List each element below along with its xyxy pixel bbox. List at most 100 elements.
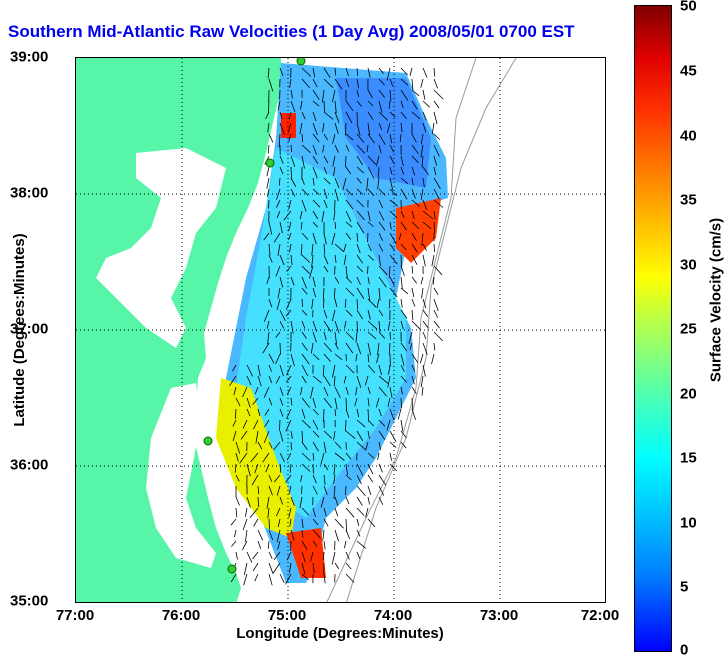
velocity-arrow <box>300 221 303 230</box>
velocity-arrow <box>276 199 281 208</box>
velocity-arrow <box>323 254 329 265</box>
velocity-arrow <box>356 551 361 559</box>
velocity-arrow <box>400 309 408 319</box>
velocity-arrow <box>301 331 307 339</box>
velocity-arrow <box>268 474 273 482</box>
velocity-arrow <box>378 122 383 131</box>
velocity-arrow <box>240 430 248 440</box>
velocity-arrow <box>278 133 281 147</box>
velocity-arrow <box>312 529 321 539</box>
velocity-arrow <box>367 397 370 407</box>
velocity-arrow <box>277 540 281 550</box>
velocity-arrow <box>288 221 292 232</box>
velocity-arrow <box>411 133 417 143</box>
velocity-arrow <box>356 221 365 234</box>
velocity-arrow <box>268 133 274 143</box>
velocity-arrow <box>420 144 424 158</box>
velocity-arrow <box>345 155 347 168</box>
velocity-arrow <box>262 342 270 354</box>
velocity-arrow <box>290 320 294 334</box>
velocity-arrow <box>389 210 398 219</box>
velocity-field-hot <box>396 198 441 263</box>
velocity-arrow <box>289 243 292 253</box>
velocity-arrow <box>312 232 317 245</box>
velocity-arrow <box>356 243 361 254</box>
velocity-arrow <box>389 243 395 251</box>
velocity-arrow <box>345 309 353 317</box>
velocity-arrow <box>345 188 353 196</box>
velocity-arrow <box>344 320 347 329</box>
velocity-arrow <box>367 166 375 179</box>
velocity-arrow <box>285 298 292 310</box>
velocity-arrow <box>422 89 426 100</box>
velocity-arrow <box>367 265 369 274</box>
velocity-arrow <box>411 221 420 230</box>
velocity-arrow <box>400 155 404 167</box>
map-plot-area[interactable] <box>75 57 606 603</box>
velocity-arrow <box>367 518 376 528</box>
velocity-arrow <box>334 111 340 123</box>
velocity-arrow <box>367 276 370 284</box>
velocity-arrow <box>422 309 429 318</box>
velocity-arrow <box>356 199 365 208</box>
velocity-arrow <box>286 364 292 376</box>
velocity-arrow <box>378 463 383 473</box>
velocity-arrow <box>323 463 329 471</box>
velocity-arrow <box>389 78 394 87</box>
velocity-arrow <box>400 67 408 76</box>
velocity-arrow <box>400 210 405 218</box>
velocity-arrow <box>323 518 329 527</box>
velocity-arrow <box>389 232 397 245</box>
velocity-arrow <box>389 188 397 197</box>
velocity-arrow <box>356 419 366 428</box>
velocity-arrow <box>323 408 325 422</box>
velocity-arrow <box>389 133 393 144</box>
velocity-arrow <box>345 353 347 362</box>
velocity-arrow <box>411 386 417 395</box>
velocity-arrow <box>272 562 281 574</box>
velocity-arrow <box>411 188 416 199</box>
velocity-arrow <box>267 122 270 133</box>
velocity-arrow <box>252 397 259 406</box>
velocity-arrow <box>356 518 360 527</box>
velocity-arrow <box>356 276 361 286</box>
velocity-arrow <box>334 529 339 542</box>
velocity-arrow <box>411 397 414 410</box>
velocity-arrow <box>301 507 309 516</box>
y-tick-label: 35:00 <box>10 592 49 610</box>
velocity-arrow <box>345 485 347 496</box>
velocity-arrow <box>411 144 419 154</box>
velocity-arrow <box>246 397 251 408</box>
velocity-arrow <box>400 89 409 101</box>
velocity-arrow <box>389 177 394 191</box>
velocity-arrow <box>366 177 369 191</box>
velocity-arrow <box>345 287 355 297</box>
velocity-arrow <box>356 100 362 107</box>
velocity-arrow <box>312 221 319 228</box>
velocity-arrow <box>290 430 293 439</box>
velocity-arrow <box>345 166 352 175</box>
x-tick-label: 72:00 <box>580 607 620 624</box>
velocity-arrow <box>333 485 336 499</box>
velocity-arrow <box>301 78 310 89</box>
velocity-arrow <box>309 265 314 279</box>
velocity-arrow <box>312 562 315 574</box>
velocity-arrow <box>279 386 284 396</box>
velocity-arrow <box>376 353 380 364</box>
velocity-arrow <box>421 287 424 299</box>
velocity-arrow <box>285 375 292 383</box>
velocity-arrow <box>378 496 384 505</box>
velocity-arrow <box>263 430 270 444</box>
velocity-arrow <box>367 287 371 301</box>
velocity-arrow <box>323 100 325 113</box>
velocity-arrow <box>323 485 328 495</box>
velocity-arrow <box>411 243 418 253</box>
velocity-arrow <box>332 155 336 167</box>
velocity-arrow <box>389 287 398 298</box>
velocity-arrow <box>232 364 237 372</box>
velocity-arrow <box>332 133 336 144</box>
velocity-arrow <box>345 562 352 570</box>
velocity-arrow <box>367 419 374 427</box>
velocity-arrow <box>389 463 397 472</box>
velocity-arrow <box>320 452 325 465</box>
